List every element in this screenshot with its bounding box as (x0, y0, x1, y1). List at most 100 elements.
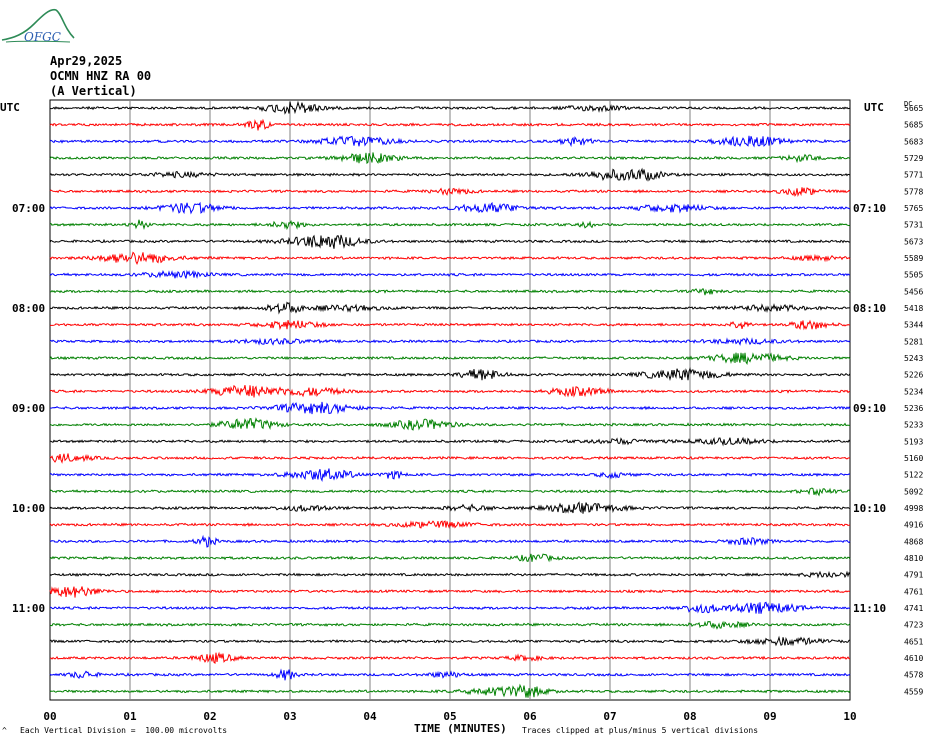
dc-value-label: 4916 (904, 521, 923, 530)
trace-line (49, 501, 851, 514)
trace-line (49, 586, 851, 598)
dc-value-label: 5281 (904, 337, 923, 346)
trace-line (49, 288, 851, 296)
x-tick-label: 04 (363, 710, 377, 723)
right-utc-label: UTC (864, 101, 884, 114)
right-time-label: 11:10 (853, 602, 886, 615)
dc-value-label: 4868 (904, 537, 923, 546)
x-tick-label: 06 (523, 710, 537, 723)
trace-line (49, 367, 851, 382)
left-utc-label: UTC (0, 101, 20, 114)
trace-line (49, 118, 851, 131)
left-time-label: 11:00 (12, 602, 45, 615)
dc-value-label: 5778 (904, 187, 923, 196)
trace-line (49, 570, 851, 579)
x-tick-label: 07 (603, 710, 616, 723)
trace-line (49, 436, 851, 447)
trace-line (49, 219, 851, 231)
dc-value-label: 4559 (904, 687, 923, 696)
trace-line (49, 534, 851, 548)
dc-value-label: 5092 (904, 487, 923, 496)
trace-line (49, 152, 851, 165)
x-tick-labels: 00 01 02 03 04 05 06 07 08 09 10 (43, 710, 856, 723)
x-tick-label: 02 (203, 710, 216, 723)
corner-mark: ^ (2, 726, 7, 735)
dc-value-label: 5683 (904, 137, 923, 146)
trace-line (49, 100, 851, 115)
trace-line (49, 520, 851, 529)
left-time-labels: 07:00 08:00 09:00 10:00 11:00 (12, 202, 45, 615)
trace-line (49, 401, 851, 415)
dc-value-label: 4578 (904, 671, 923, 680)
dc-label: DC (904, 100, 912, 108)
dc-value-label: 5160 (904, 454, 923, 463)
dc-value-label: 5233 (904, 421, 923, 430)
trace-line (49, 620, 851, 630)
trace-line (49, 668, 851, 681)
dc-value-label: 5685 (904, 121, 923, 130)
dc-value-label: 4723 (904, 621, 923, 630)
trace-line (49, 417, 851, 431)
dc-value-label: 5193 (904, 437, 923, 446)
dc-value-label: 4791 (904, 571, 923, 580)
left-time-label: 10:00 (12, 502, 45, 515)
dc-value-label: 5589 (904, 254, 923, 263)
dc-value-label: 5673 (904, 237, 923, 246)
trace-line (49, 601, 851, 614)
dc-value-label: 5344 (904, 321, 923, 330)
dc-value-label: 4761 (904, 587, 923, 596)
dc-value-label: 5665 (904, 104, 923, 113)
dc-value-label: 5243 (904, 354, 923, 363)
right-time-label: 10:10 (853, 502, 886, 515)
trace-line (49, 683, 851, 698)
dc-value-label: 5418 (904, 304, 923, 313)
trace-line (49, 319, 851, 331)
left-time-label: 07:00 (12, 202, 45, 215)
left-time-label: 09:00 (12, 402, 45, 415)
x-tick-label: 09 (763, 710, 776, 723)
ofgc-logo: OFGC (1, 8, 75, 44)
left-time-label: 08:00 (12, 302, 45, 315)
x-tick-label: 03 (283, 710, 296, 723)
dc-value-label: 5731 (904, 221, 923, 230)
dc-value-label: 5771 (904, 171, 923, 180)
right-time-label: 09:10 (853, 402, 886, 415)
dc-value-label: 5729 (904, 154, 923, 163)
dc-value-label: 4741 (904, 604, 923, 613)
dc-value-label: 4810 (904, 554, 923, 563)
right-time-labels: 07:10 08:10 09:10 10:10 11:10 (853, 202, 886, 615)
x-tick-label: 01 (123, 710, 137, 723)
trace-line (49, 487, 851, 497)
scale-note: Each Vertical Division = 100.00 microvol… (20, 726, 228, 735)
right-time-label: 07:10 (853, 202, 886, 215)
trace-line (49, 234, 851, 249)
x-tick-label: 10 (843, 710, 856, 723)
trace-group (49, 100, 851, 698)
dc-value-label: 5765 (904, 204, 923, 213)
x-tick-label: 00 (43, 710, 56, 723)
logo-text: OFGC (24, 30, 61, 44)
dc-value-label: 4610 (904, 654, 923, 663)
trace-line (49, 301, 851, 315)
clip-note: Traces clipped at plus/minus 5 vertical … (522, 726, 759, 735)
trace-line (49, 553, 851, 563)
dc-value-label: 5226 (904, 371, 923, 380)
dc-value-label: 5505 (904, 271, 923, 280)
grid (49, 99, 851, 701)
trace-line (49, 651, 851, 664)
header-component: (A Vertical) (50, 84, 137, 98)
dc-value-label: 4651 (904, 637, 923, 646)
trace-line (49, 453, 851, 464)
trace-line (49, 269, 851, 279)
dc-value-label: 5456 (904, 287, 923, 296)
dc-value-label: 5236 (904, 404, 923, 413)
trace-line (49, 167, 851, 182)
trace-line (49, 337, 851, 346)
x-tick-label: 05 (443, 710, 456, 723)
trace-line (49, 352, 851, 365)
header-date: Apr29,2025 (50, 54, 123, 68)
trace-line (49, 187, 851, 198)
dc-value-label: 4998 (904, 504, 923, 513)
trace-line (49, 468, 851, 483)
